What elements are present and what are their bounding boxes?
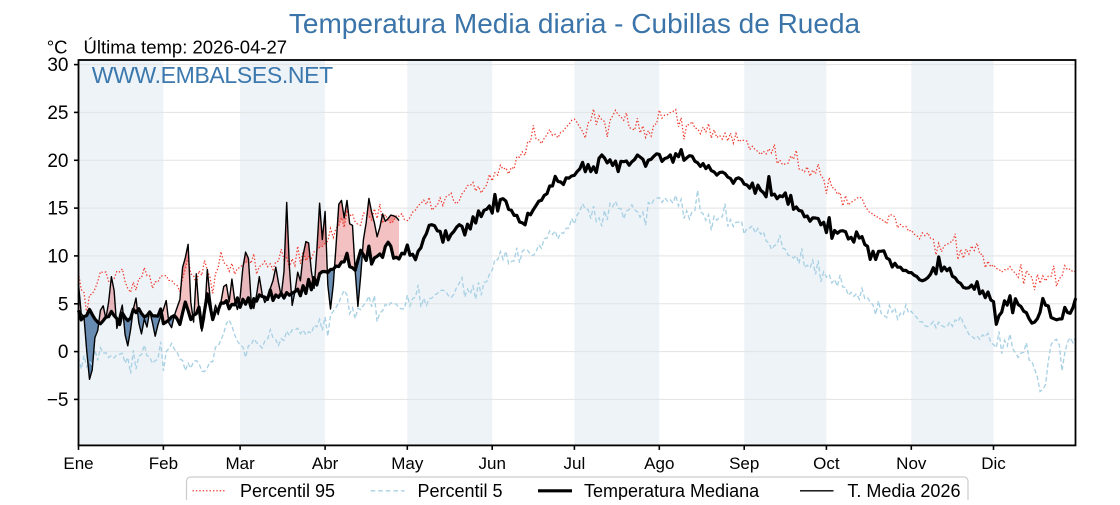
svg-text:Jun: Jun xyxy=(478,454,505,473)
svg-text:°C: °C xyxy=(47,37,68,58)
svg-text:−5: −5 xyxy=(47,390,69,411)
svg-text:Última temp: 2026-04-27: Última temp: 2026-04-27 xyxy=(84,37,288,58)
svg-text:Temperatura Media diaria - Cub: Temperatura Media diaria - Cubillas de R… xyxy=(289,8,861,39)
svg-text:Percentil 95: Percentil 95 xyxy=(240,481,335,500)
svg-text:Dic: Dic xyxy=(981,454,1006,473)
svg-text:WWW.EMBALSES.NET: WWW.EMBALSES.NET xyxy=(92,62,333,88)
svg-text:15: 15 xyxy=(47,199,68,220)
svg-text:Oct: Oct xyxy=(813,454,840,473)
svg-text:May: May xyxy=(391,454,424,473)
svg-text:Abr: Abr xyxy=(312,454,339,473)
svg-text:20: 20 xyxy=(47,151,68,172)
svg-text:10: 10 xyxy=(47,246,68,267)
svg-text:Percentil 5: Percentil 5 xyxy=(418,481,503,500)
svg-text:Mar: Mar xyxy=(225,454,255,473)
svg-text:25: 25 xyxy=(47,103,68,124)
svg-text:Feb: Feb xyxy=(149,454,178,473)
svg-text:Ene: Ene xyxy=(63,454,93,473)
svg-text:Sep: Sep xyxy=(729,454,759,473)
svg-text:Nov: Nov xyxy=(896,454,927,473)
svg-text:30: 30 xyxy=(47,55,68,76)
svg-text:Temperatura Mediana: Temperatura Mediana xyxy=(584,481,760,500)
svg-text:T. Media 2026: T. Media 2026 xyxy=(847,481,960,500)
svg-text:5: 5 xyxy=(58,294,69,315)
svg-text:0: 0 xyxy=(58,342,69,363)
svg-text:Ago: Ago xyxy=(644,454,674,473)
svg-text:Jul: Jul xyxy=(564,454,586,473)
